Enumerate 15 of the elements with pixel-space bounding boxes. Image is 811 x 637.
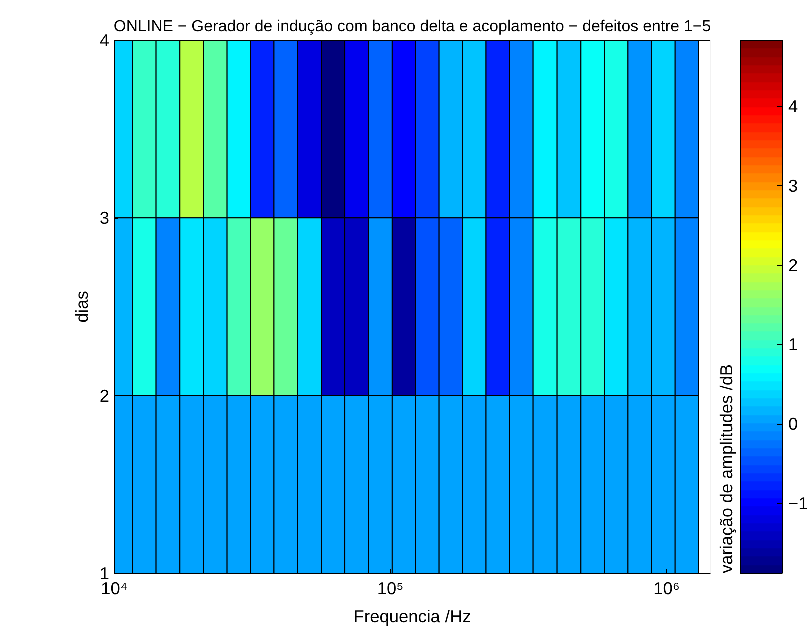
color-bar-label: 3 [788,176,798,196]
y-axis-title: dias [72,290,92,323]
color-bar-label: 1 [788,334,798,355]
x-tick-label: 10⁵ [377,578,404,598]
color-bar-label: 0 [788,414,798,434]
x-tick-label: 10⁶ [654,578,680,598]
chart-title: ONLINE − Gerador de indução com banco delta e acoplamento − defeitos entre 1−5 [114,18,712,36]
y-tick-label: 4 [100,30,110,50]
y-tick-label: 3 [100,208,110,228]
color-bar-label: 4 [788,96,798,116]
y-tick-label: 2 [100,386,110,406]
color-bar-label: 2 [788,255,798,276]
x-axis-title: Frequencia /Hz [354,606,472,626]
color-bar-title: variação de amplitudes /dB [716,364,736,574]
color-bar-label: −1 [788,494,808,514]
